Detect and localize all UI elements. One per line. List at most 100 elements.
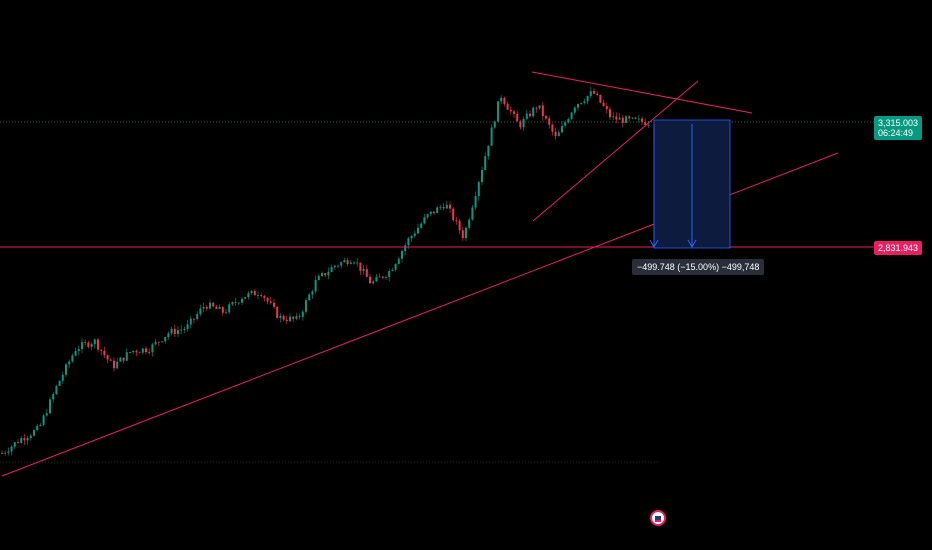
candle-body (221, 306, 224, 313)
candle-body (129, 352, 131, 353)
candle-body (551, 124, 554, 132)
candle-body (90, 344, 93, 347)
candle-body (122, 357, 125, 361)
candle-body (218, 306, 221, 309)
candle-body (234, 302, 237, 304)
candle-body (321, 273, 323, 276)
candle-body (241, 298, 243, 303)
candle-body (637, 118, 640, 120)
candle-body (52, 393, 55, 400)
candle-body (13, 442, 16, 447)
candle-body (154, 341, 157, 345)
candle-body (381, 276, 384, 278)
candle-body (39, 424, 42, 426)
candle-body (132, 350, 135, 353)
candle-body (116, 361, 119, 369)
candle-body (138, 352, 141, 354)
candle-body (7, 451, 10, 453)
candle-body (269, 301, 272, 303)
candle-body (237, 302, 240, 304)
candle-body (113, 360, 115, 369)
candle-body (461, 230, 464, 239)
candle-body (625, 116, 627, 123)
candle-body (327, 271, 330, 276)
candle-body (23, 438, 26, 441)
candle-body (567, 119, 570, 123)
candle-body (164, 336, 167, 342)
candle-body (490, 127, 493, 146)
candle-body (1, 453, 3, 455)
candle-body (465, 227, 467, 239)
candle-body (561, 125, 563, 133)
candle-body (36, 425, 39, 431)
candle-body (557, 132, 560, 137)
candle-body (109, 359, 112, 361)
candle-body (641, 118, 643, 122)
candle-body (100, 349, 103, 351)
candle-body (337, 265, 339, 267)
candle-body (378, 276, 381, 278)
candle-body (314, 279, 317, 292)
candle-body (481, 170, 483, 183)
candle-body (215, 306, 218, 309)
candle-body (145, 348, 147, 353)
triangle-lower-line (532, 80, 699, 222)
flag-icon[interactable] (650, 510, 666, 526)
candle-body (276, 306, 279, 319)
candle-body (330, 267, 333, 272)
candle-body (445, 204, 448, 209)
candle-body (74, 351, 77, 356)
candle-body (471, 207, 474, 220)
candle-body (183, 329, 186, 330)
candle-body (141, 348, 144, 353)
candle-body (285, 319, 288, 322)
candle-body (577, 103, 579, 108)
bar-countdown: 06:24:49 (877, 128, 913, 138)
candle-body (570, 112, 573, 120)
candle-body (513, 111, 515, 114)
candle-body (324, 273, 327, 276)
candle-body (362, 269, 365, 271)
candle-body (359, 262, 362, 271)
candle-body (404, 245, 407, 252)
candle-body (177, 330, 179, 335)
candle-body (385, 276, 387, 278)
candle-body (333, 265, 336, 268)
candle-body (525, 113, 528, 119)
candle-body (250, 290, 253, 294)
candle-body (602, 102, 605, 107)
candle-body (167, 333, 170, 337)
candle-body (394, 263, 397, 270)
candle-body (429, 211, 432, 215)
candle-body (477, 182, 480, 197)
candle-body (375, 276, 378, 282)
candle-body (308, 294, 311, 301)
candle-body (401, 251, 403, 259)
candle-body (372, 281, 375, 284)
candle-body (292, 316, 295, 319)
candle-body (301, 311, 304, 317)
candle-body (42, 415, 45, 425)
candle-body (343, 260, 346, 263)
candle-body (231, 302, 234, 305)
candle-body (4, 452, 7, 454)
candle-body (45, 413, 48, 416)
candle-body (436, 207, 439, 214)
candle-body (586, 95, 589, 102)
candle-body (615, 116, 618, 120)
candle-body (103, 350, 106, 356)
candle-body (516, 113, 519, 122)
candle-body (279, 315, 282, 319)
candle-body (388, 271, 391, 277)
candle-body (647, 124, 650, 126)
candle-body (532, 107, 535, 117)
candle-body (593, 91, 595, 94)
candle-body (180, 329, 183, 331)
candle-body (257, 295, 259, 296)
candle-body (644, 121, 647, 125)
candle-body (61, 374, 64, 381)
candle-body (564, 122, 567, 126)
candle-body (391, 269, 394, 272)
candle-body (474, 196, 477, 208)
